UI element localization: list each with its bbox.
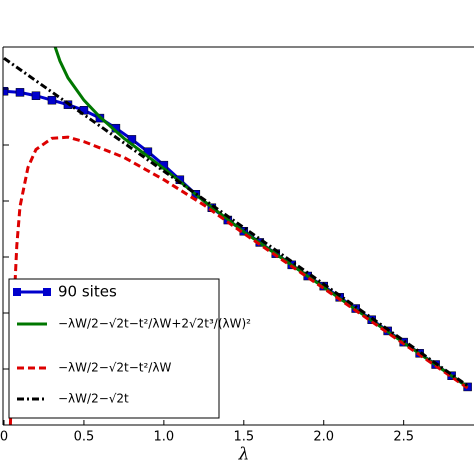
x-tick-label: 0 <box>0 430 8 445</box>
marker <box>31 91 41 100</box>
plot-area <box>3 47 472 425</box>
marker <box>47 95 57 105</box>
x-tick-label: 0.5 <box>74 430 95 445</box>
series-line <box>8 135 469 425</box>
x-tick-label: 1.5 <box>233 430 254 445</box>
legend-label: 90 sites <box>58 283 117 301</box>
marker <box>15 88 25 97</box>
x-axis-label: λ <box>238 445 250 465</box>
legend-marker <box>43 288 51 296</box>
legend-label: −λW/2−√2t−t²/λW+2√2t³/(λW)² <box>58 317 251 331</box>
legend-label: −λW/2−√2t−t²/λW <box>58 361 171 375</box>
legend-marker <box>13 288 21 296</box>
x-tick-label: 2.5 <box>393 430 414 445</box>
legend-box <box>8 278 220 419</box>
x-tick-label: 2.0 <box>313 430 334 445</box>
legend-label: −λW/2−√2t <box>58 392 129 406</box>
x-tick-label: 1.0 <box>154 430 175 445</box>
series-line <box>3 56 469 388</box>
marker <box>3 86 9 96</box>
